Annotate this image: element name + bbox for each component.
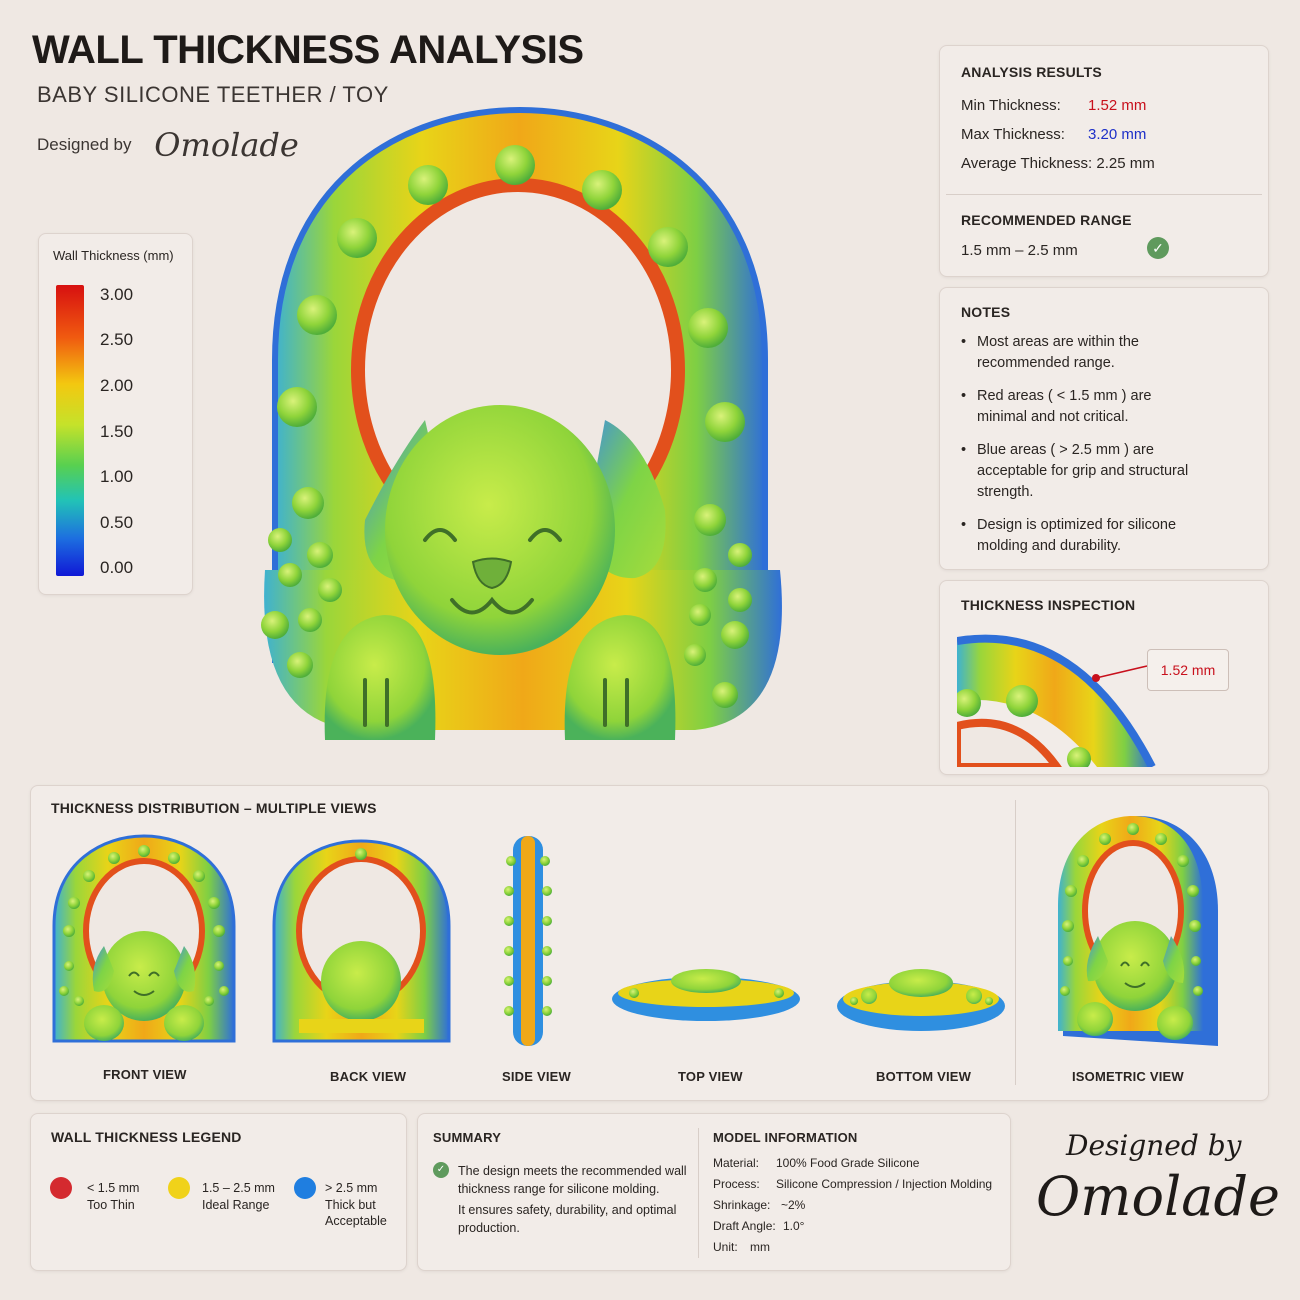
front-view-label: FRONT VIEW bbox=[103, 1067, 187, 1082]
note-item: Red areas ( < 1.5 mm ) are minimal and n… bbox=[961, 386, 1201, 428]
inspection-title: THICKNESS INSPECTION bbox=[961, 597, 1136, 613]
back-view-render bbox=[272, 839, 451, 1043]
legend-range: > 2.5 mm bbox=[325, 1181, 378, 1195]
page-subtitle: BABY SILICONE TEETHER / TOY bbox=[37, 82, 389, 107]
thickness-color-scale: Wall Thickness (mm) 3.00 2.50 2.00 1.50 … bbox=[38, 233, 193, 595]
legend-swatch-red bbox=[50, 1177, 72, 1199]
thickness-inspection-panel: THICKNESS INSPECTION 1.52 mm bbox=[939, 580, 1269, 775]
top-view-label: TOP VIEW bbox=[678, 1069, 743, 1084]
scale-gradient-bar bbox=[56, 285, 84, 576]
scale-tick: 2.00 bbox=[100, 376, 134, 395]
signature-panel: Designed by Omolade bbox=[1022, 1113, 1280, 1271]
model-key: Process: bbox=[713, 1177, 760, 1191]
legend-swatch-blue bbox=[294, 1177, 316, 1199]
legend-range: < 1.5 mm bbox=[87, 1181, 140, 1195]
side-view-render bbox=[504, 836, 552, 1046]
legend-range: 1.5 – 2.5 mm bbox=[202, 1181, 275, 1195]
recommended-range-title: RECOMMENDED RANGE bbox=[961, 212, 1132, 228]
isometric-view-label: ISOMETRIC VIEW bbox=[1072, 1069, 1184, 1084]
wall-thickness-legend-panel: WALL THICKNESS LEGEND < 1.5 mm Too Thin … bbox=[30, 1113, 407, 1271]
model-key: Material: bbox=[713, 1156, 760, 1170]
dog-head bbox=[385, 405, 615, 655]
inspection-closeup bbox=[957, 634, 1156, 767]
legend-desc-2: Acceptable bbox=[325, 1214, 387, 1228]
model-value: 100% Food Grade Silicone bbox=[776, 1156, 920, 1170]
top-view-render bbox=[612, 969, 800, 1021]
min-thickness-value: 1.52 mm bbox=[1088, 97, 1147, 114]
legend-desc: Too Thin bbox=[87, 1198, 135, 1212]
model-key: Draft Angle: bbox=[713, 1219, 776, 1233]
scale-tick: 2.50 bbox=[100, 330, 134, 349]
designer-credit: Designed by Omolade bbox=[37, 126, 299, 164]
legend-desc: Thick but bbox=[325, 1198, 376, 1212]
analysis-results-panel: ANALYSIS RESULTS Min Thickness: 1.52 mm … bbox=[939, 45, 1269, 277]
summary-title: SUMMARY bbox=[433, 1130, 502, 1145]
summary-check-icon: ✓ bbox=[433, 1162, 449, 1178]
front-view-render bbox=[52, 834, 236, 1043]
inspection-callout: 1.52 mm bbox=[1147, 649, 1229, 691]
min-thickness-label: Min Thickness: bbox=[961, 97, 1061, 114]
min-thickness-row: Min Thickness: 1.52 mm bbox=[961, 97, 1146, 114]
views-divider bbox=[1015, 800, 1016, 1085]
model-key: Shrinkage: bbox=[713, 1198, 771, 1212]
scale-tick: 1.00 bbox=[100, 467, 134, 486]
dog-right-paw bbox=[564, 615, 676, 740]
side-view-label: SIDE VIEW bbox=[502, 1069, 571, 1084]
max-thickness-value: 3.20 mm bbox=[1088, 126, 1147, 143]
dog-nose bbox=[471, 557, 513, 590]
teether-main-render bbox=[261, 106, 782, 740]
legend-desc: Ideal Range bbox=[202, 1198, 270, 1212]
check-circle-icon: ✓ bbox=[1147, 237, 1169, 259]
designed-by-label: Designed by bbox=[37, 135, 132, 154]
dog-mouth bbox=[450, 596, 534, 615]
scale-tick: 1.50 bbox=[100, 422, 134, 441]
note-item: Design is optimized for silicone molding… bbox=[961, 515, 1201, 557]
model-info-title: MODEL INFORMATION bbox=[713, 1130, 858, 1145]
back-view-label: BACK VIEW bbox=[330, 1069, 407, 1084]
dog-left-paw bbox=[324, 615, 436, 740]
legend-swatch-yellow bbox=[168, 1177, 190, 1199]
summary-panel: SUMMARY ✓ The design meets the recommend… bbox=[417, 1113, 1011, 1271]
note-item: Most areas are within the recommended ra… bbox=[961, 332, 1201, 374]
model-value: Silicone Compression / Injection Molding bbox=[776, 1177, 993, 1191]
scale-label: Wall Thickness (mm) bbox=[53, 248, 174, 263]
summary-line-2: It ensures safety, durability, and optim… bbox=[458, 1203, 677, 1235]
scale-tick: 0.50 bbox=[100, 513, 134, 532]
avg-thickness-label: Average Thickness: bbox=[961, 155, 1093, 172]
notes-panel: NOTES Most areas are within the recommen… bbox=[939, 287, 1269, 570]
max-thickness-label: Max Thickness: bbox=[961, 126, 1065, 143]
teether-bumps bbox=[261, 145, 752, 708]
analysis-results-title: ANALYSIS RESULTS bbox=[961, 64, 1102, 80]
recommended-range-value: 1.5 mm – 2.5 mm bbox=[961, 242, 1078, 259]
summary-line-1: The design meets the recommended wall th… bbox=[458, 1164, 687, 1196]
dog-right-eye bbox=[528, 528, 562, 542]
dog-left-eye bbox=[423, 528, 457, 542]
page-title: WALL THICKNESS ANALYSIS bbox=[32, 28, 584, 72]
views-title: THICKNESS DISTRIBUTION – MULTIPLE VIEWS bbox=[51, 800, 377, 816]
scale-tick: 0.00 bbox=[100, 558, 134, 577]
multiple-views-panel: THICKNESS DISTRIBUTION – MULTIPLE VIEWS … bbox=[30, 785, 1269, 1101]
signature-line-1: Designed by bbox=[1066, 1129, 1242, 1162]
bottom-view-render bbox=[837, 969, 1005, 1031]
scale-tick: 3.00 bbox=[100, 285, 134, 304]
bottom-view-label: BOTTOM VIEW bbox=[876, 1069, 972, 1084]
summary-divider bbox=[698, 1128, 699, 1258]
notes-title: NOTES bbox=[961, 304, 1011, 320]
designer-name: Omolade bbox=[154, 126, 299, 164]
signature-name: Omolade bbox=[1036, 1165, 1280, 1228]
max-thickness-row: Max Thickness: 3.20 mm bbox=[961, 126, 1146, 143]
model-value: 1.0° bbox=[783, 1219, 805, 1233]
legend-title: WALL THICKNESS LEGEND bbox=[51, 1129, 242, 1145]
isometric-view-render bbox=[1058, 816, 1218, 1046]
notes-list: Most areas are within the recommended ra… bbox=[961, 332, 1201, 569]
model-value: mm bbox=[750, 1240, 770, 1254]
avg-thickness-row: Average Thickness: 2.25 mm bbox=[961, 155, 1155, 172]
results-divider bbox=[946, 194, 1262, 195]
note-item: Blue areas ( > 2.5 mm ) are acceptable f… bbox=[961, 440, 1201, 503]
avg-thickness-value: 2.25 mm bbox=[1096, 155, 1155, 172]
model-key: Unit: bbox=[713, 1240, 738, 1254]
model-value: ~2% bbox=[781, 1198, 806, 1212]
